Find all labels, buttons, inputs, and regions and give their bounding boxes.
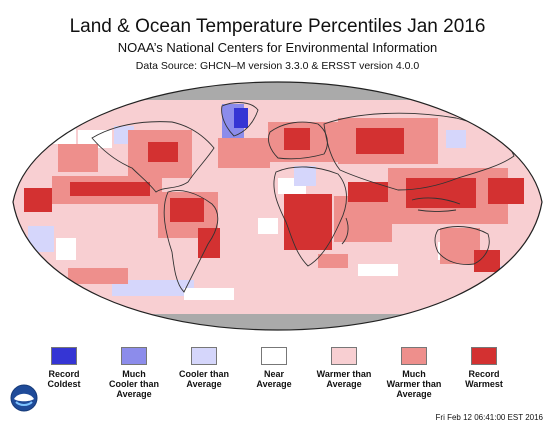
legend-item-record-coldest: Record Coldest [28, 347, 100, 389]
noaa-logo-wave [15, 401, 33, 406]
north-pacific-much-warm [58, 144, 98, 172]
percentile-legend: Record Coldest Much Cooler than Average … [28, 347, 538, 405]
legend-label-much-warmer: Much Warmer than Average [386, 369, 442, 399]
continent-outlines [91, 102, 515, 293]
greenland-outline [221, 102, 259, 137]
central-pacific-record [24, 188, 52, 212]
legend-swatch-much-warmer [401, 347, 427, 365]
map-title: Land & Ocean Temperature Percentiles Jan… [69, 16, 486, 37]
legend-label-warmer: Warmer than Average [316, 369, 372, 389]
southern-ocean-cool [112, 280, 194, 296]
madagascar-outline [341, 217, 349, 245]
legend-item-record-warmest: Record Warmest [448, 347, 520, 389]
world-map [8, 78, 547, 336]
legend-swatch-record-warmest [471, 347, 497, 365]
legend-label-near-average: Near Average [256, 369, 292, 389]
legend-item-much-cooler: Much Cooler than Average [98, 347, 170, 399]
arctic-no-data [13, 82, 542, 100]
arabian-sea-record [348, 182, 392, 202]
australia-outline [434, 226, 490, 265]
africa-record [284, 194, 332, 250]
legend-swatch-record-coldest [51, 347, 77, 365]
legend-swatch-near-average [261, 347, 287, 365]
siberia-record [356, 128, 404, 154]
legend-item-warmer: Warmer than Average [308, 347, 380, 389]
europe-outline [267, 121, 328, 160]
legend-label-cooler: Cooler than Average [178, 369, 229, 389]
map-border [12, 81, 543, 331]
south-indian-much-warm [318, 254, 348, 268]
southeast-cool [500, 266, 524, 286]
north-asia-cool [446, 130, 466, 148]
asia-outline [323, 112, 515, 191]
legend-item-much-warmer: Much Warmer than Average [378, 347, 450, 399]
north-pacific-cool-patch [26, 106, 50, 128]
pacific-near-avg [78, 130, 112, 148]
tasman-record [474, 250, 500, 272]
south-america-outline [163, 190, 219, 293]
noaa-logo-bird [14, 393, 34, 402]
map-subtitle: NOAA’s National Centers for Environmenta… [117, 40, 438, 55]
south-pacific-near [56, 238, 76, 260]
pacific-east-record [488, 178, 524, 204]
south-pacific-cool [28, 226, 54, 252]
amazon-record [170, 198, 204, 222]
generation-timestamp: Fri Feb 12 06:41:00 EST 2016 [435, 413, 543, 422]
legend-item-cooler: Cooler than Average [168, 347, 240, 389]
australia-much-warm [440, 228, 480, 264]
greenland-record-cool [234, 108, 248, 128]
legend-swatch-much-cooler [121, 347, 147, 365]
legend-swatch-warmer [331, 347, 357, 365]
noaa-logo-icon [10, 384, 38, 412]
legend-item-near-average: Near Average [238, 347, 310, 389]
north-america-outline [91, 121, 215, 193]
antarctic-no-data [13, 314, 542, 330]
temperature-percentile-map [12, 81, 543, 331]
atlantic-near [258, 218, 278, 234]
north-pacific-near-avg [48, 120, 76, 144]
north-atlantic-much-warm [218, 138, 270, 168]
africa-outline [273, 166, 347, 267]
data-source: Data Source: GHCN–M version 3.3.0 & ERSS… [135, 60, 420, 72]
south-pacific-much-warm [68, 268, 128, 284]
maritime-continent-record [406, 178, 476, 208]
legend-swatch-cooler [191, 347, 217, 365]
legend-label-record-warmest: Record Warmest [465, 369, 503, 389]
europe-record [284, 128, 310, 150]
indian-ocean-near [358, 264, 398, 276]
map-fill [13, 82, 542, 330]
southern-ocean-near [184, 288, 234, 300]
indian-ocean-much-warm [334, 196, 392, 242]
indonesia-outline [411, 197, 461, 212]
legend-label-record-coldest: Record Coldest [47, 369, 81, 389]
noaa-logo-svg [10, 384, 38, 412]
north-africa-cool [294, 166, 316, 186]
el-nino-record [70, 182, 150, 196]
legend-label-much-cooler: Much Cooler than Average [108, 369, 159, 399]
north-america-record [148, 142, 178, 162]
